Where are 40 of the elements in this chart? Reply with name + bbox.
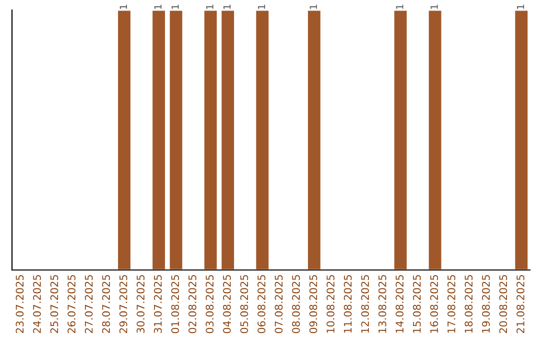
x-tick-label: 04.08.2025 [222,275,231,334]
data-label: 1 [396,4,404,9]
data-label: 1 [430,4,438,9]
data-label: 1 [516,4,524,9]
x-tick-label: 30.07.2025 [136,275,145,334]
x-tick-label: 31.07.2025 [154,275,162,334]
x-tick-label: 18.08.2025 [464,275,473,333]
data-label: 1 [310,4,317,9]
x-tick-label: 12.08.2025 [361,275,369,333]
data-label: 1 [172,4,179,9]
x-tick-label: 27.07.2025 [84,275,93,334]
x-tick-label: 10.08.2025 [326,275,334,333]
x-tick-label: 07.08.2025 [274,275,283,334]
x-tick-label: 11.08.2025 [344,275,352,333]
x-tick-label: 21.08.2025 [516,275,524,334]
x-tick-label: 08.08.2025 [292,275,300,334]
x-tick-label: 13.08.2025 [378,275,386,333]
x-tick-label: 17.08.2025 [447,275,456,333]
x-tick-label: 09.08.2025 [309,275,318,334]
x-tick-label: 14.08.2025 [396,275,404,333]
x-tick-label: 05.08.2025 [240,275,248,334]
x-tick-label: 25.07.2025 [50,275,58,334]
data-label: 1 [154,4,162,9]
x-tick-label: 02.08.2025 [188,275,196,334]
x-tick-label: 29.07.2025 [119,275,128,334]
data-label: 1 [223,4,231,9]
data-label: 1 [120,4,127,9]
x-tick-label: 03.08.2025 [206,275,214,334]
x-tick-label: 16.08.2025 [430,275,438,333]
x-tick-label: 19.08.2025 [482,275,490,333]
data-label: 1 [206,4,214,9]
x-tick-label: 28.07.2025 [102,275,110,334]
x-tick-label: 06.08.2025 [258,275,266,334]
x-tick-label: 26.07.2025 [68,275,76,334]
data-label: 1 [258,4,266,9]
x-tick-label: 24.07.2025 [33,275,41,334]
x-tick-label: 20.08.2025 [499,275,508,334]
x-tick-label: 01.08.2025 [171,275,180,334]
x-tick-label: 23.07.2025 [16,275,24,334]
x-tick-label: 15.08.2025 [412,275,421,333]
